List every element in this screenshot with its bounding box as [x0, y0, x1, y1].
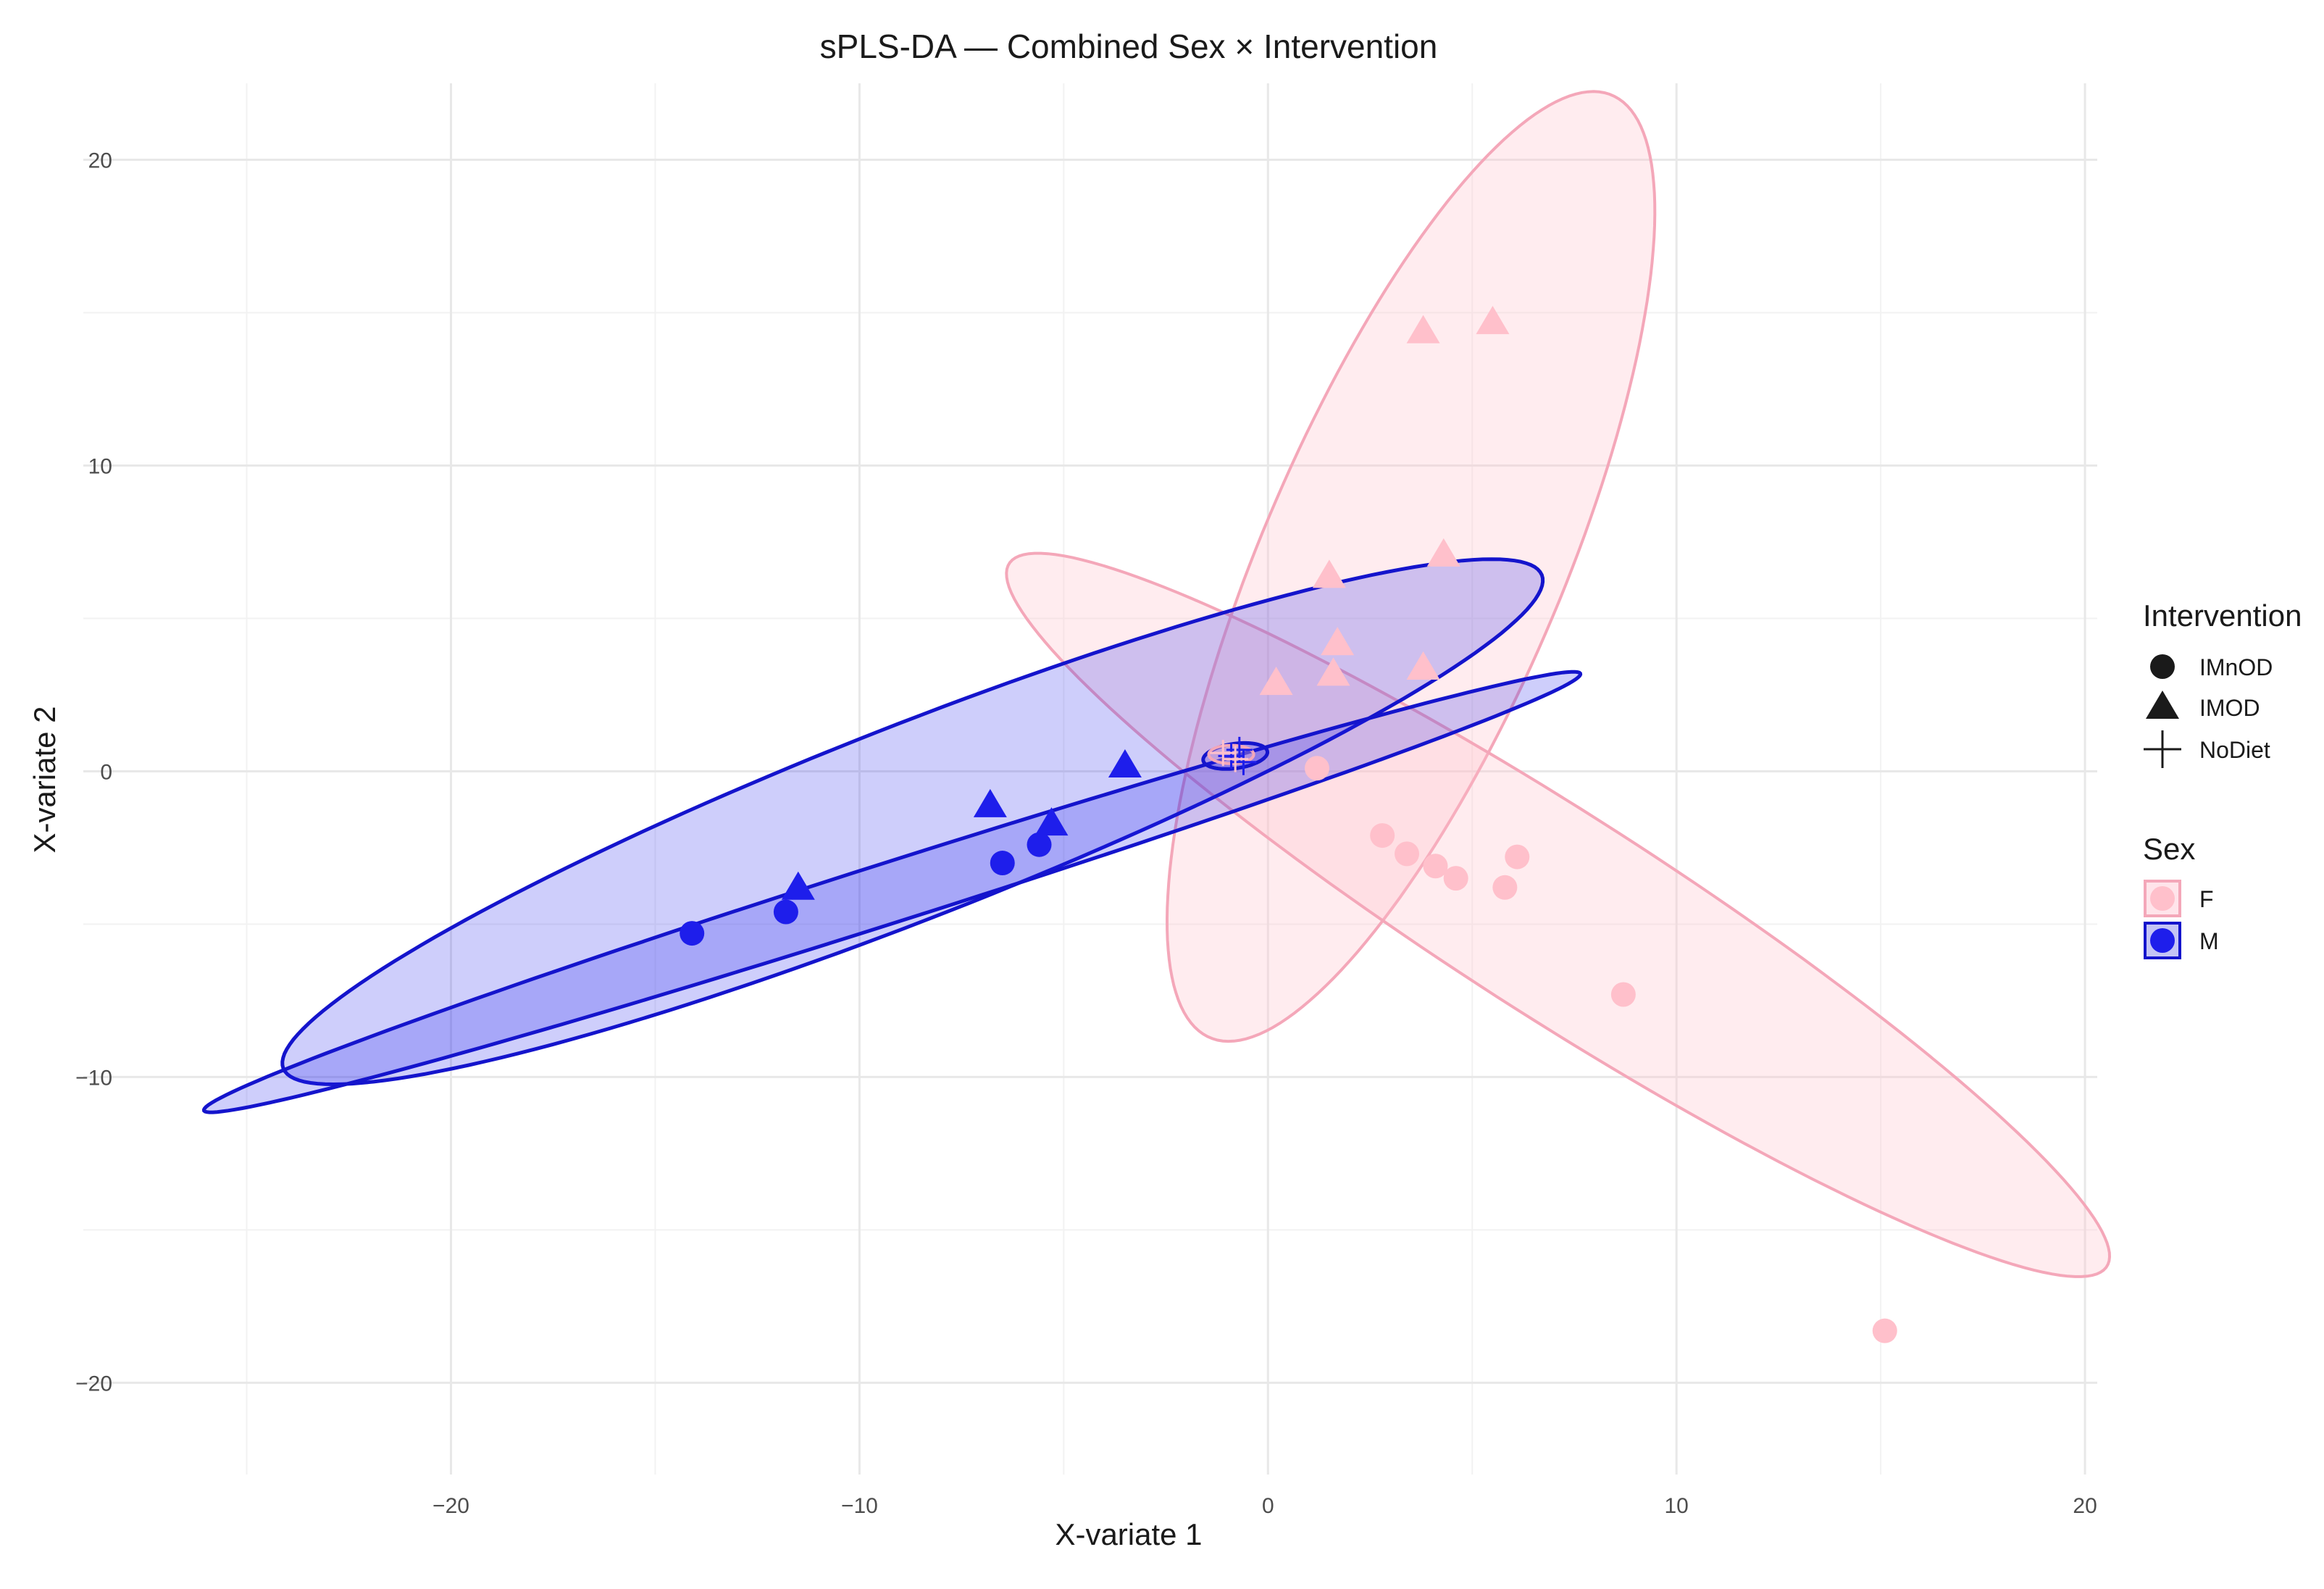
chart-title: sPLS-DA — Combined Sex × Intervention — [820, 28, 1438, 65]
x-tick-label: 10 — [1665, 1494, 1689, 1518]
legend-label-imnod: IMnOD — [2199, 654, 2273, 680]
point-m-imod — [973, 788, 1007, 817]
point-f-nodiet — [1222, 746, 1249, 772]
y-axis-title: X-variate 2 — [28, 706, 62, 853]
legend-circle-icon — [2150, 654, 2175, 679]
point-f-imnod — [1443, 866, 1468, 891]
legend-m-dot — [2150, 928, 2175, 953]
point-m-imnod — [990, 851, 1015, 876]
point-f-imod — [1259, 667, 1293, 696]
legend-label-imod: IMOD — [2199, 695, 2260, 721]
y-tick-label: −20 — [75, 1372, 112, 1396]
point-m-imnod — [773, 899, 798, 925]
ellipse-m-imod — [280, 557, 1545, 1087]
legend-title-sex: Sex — [2143, 832, 2195, 866]
point-f-imod — [1316, 657, 1350, 686]
point-m-imod — [1108, 749, 1142, 778]
point-f-imnod — [1370, 823, 1395, 848]
x-tick-label: −20 — [432, 1494, 469, 1518]
point-f-imnod — [1505, 844, 1530, 869]
point-f-imnod — [1492, 875, 1518, 900]
legend: Intervention IMnOD IMOD NoDiet Sex F M — [2143, 599, 2302, 959]
y-tick-label: 10 — [88, 454, 112, 478]
point-m-imod — [781, 871, 815, 900]
legend-triangle-icon — [2146, 691, 2179, 719]
y-tick-label: 0 — [100, 760, 112, 784]
x-tick-label: 0 — [1262, 1494, 1274, 1518]
point-m-imod — [1034, 807, 1069, 836]
legend-cross-icon — [2144, 730, 2181, 768]
y-tick-label: 20 — [88, 149, 112, 172]
legend-title-intervention: Intervention — [2143, 599, 2302, 633]
x-tick-label: −10 — [841, 1494, 878, 1518]
x-tick-label: 20 — [2073, 1494, 2097, 1518]
point-f-nodiet — [1210, 740, 1237, 767]
legend-label-m: M — [2199, 928, 2219, 954]
point-f-imnod — [1395, 841, 1420, 867]
point-f-imnod — [1610, 982, 1636, 1007]
point-f-imnod — [1423, 854, 1448, 879]
grid — [83, 83, 2097, 1475]
point-f-imod — [1406, 651, 1440, 680]
ellipse-f-imnod — [1005, 551, 2112, 1278]
point-m-imnod — [680, 921, 705, 946]
point-f-imnod — [1872, 1318, 1897, 1343]
legend-f-dot — [2150, 886, 2175, 911]
confidence-ellipses — [201, 90, 2112, 1278]
point-f-imnod — [1304, 756, 1329, 781]
tick-labels: −20 −10 0 10 20 −20 −10 0 10 20 — [75, 149, 2097, 1518]
point-m-imnod — [1027, 832, 1052, 857]
point-f-imod — [1321, 627, 1355, 656]
point-f-imod — [1476, 306, 1510, 335]
point-f-imod — [1312, 559, 1346, 588]
y-tick-label: −10 — [75, 1066, 112, 1090]
data-points — [680, 306, 1897, 1343]
legend-label-f: F — [2199, 886, 2214, 912]
legend-label-nodiet: NoDiet — [2199, 737, 2270, 763]
point-f-imod — [1406, 314, 1440, 343]
x-axis-title: X-variate 1 — [1055, 1517, 1202, 1551]
point-f-imod — [1426, 538, 1460, 567]
